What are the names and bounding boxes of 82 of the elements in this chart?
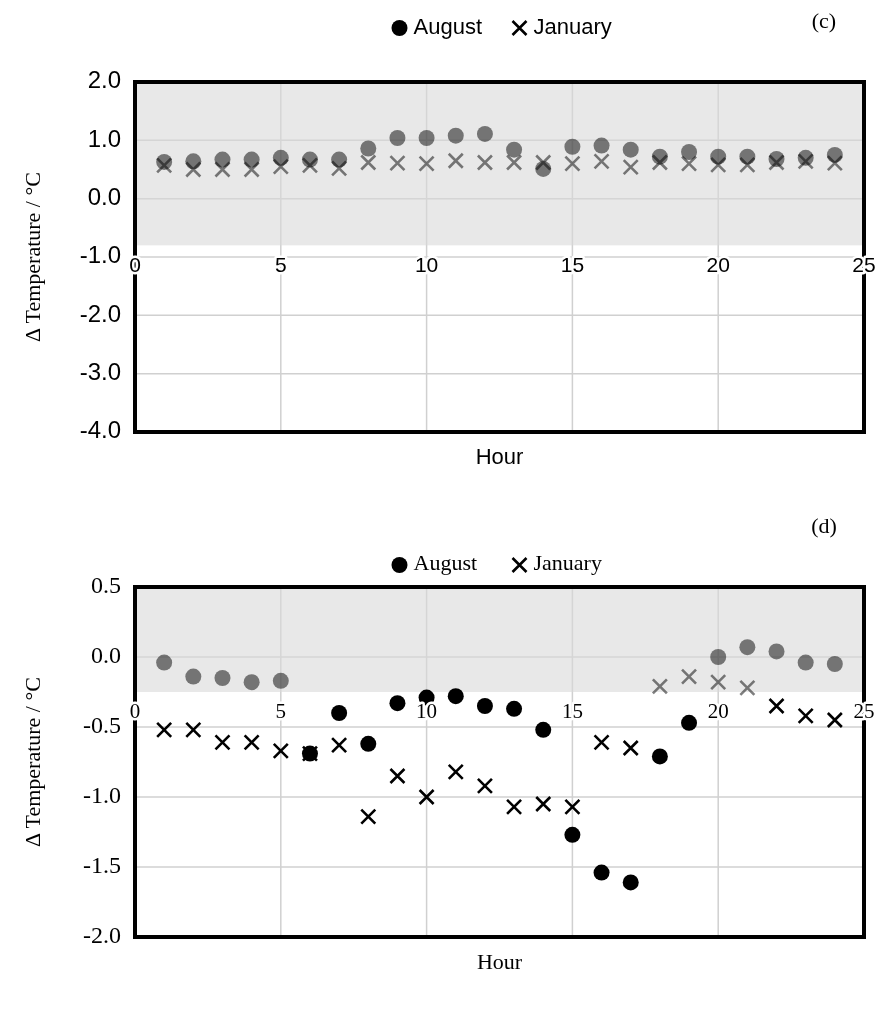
y-tick-label: -3.0 xyxy=(79,358,121,386)
y-tick-label: 0.0 xyxy=(87,183,121,211)
point xyxy=(505,798,523,816)
point xyxy=(797,654,814,671)
x-tick-label: 15 xyxy=(560,252,585,276)
point xyxy=(447,688,464,705)
point xyxy=(826,656,843,672)
y-tick-label: -1.0 xyxy=(79,241,121,269)
point xyxy=(593,137,610,154)
x-tick-label: 15 xyxy=(561,698,583,723)
point xyxy=(214,734,231,751)
point xyxy=(272,742,290,760)
y-tick-label: -1.0 xyxy=(83,781,121,808)
point xyxy=(622,874,639,891)
y-tick-label: 1.0 xyxy=(87,124,121,152)
point xyxy=(243,674,260,691)
point xyxy=(681,714,698,731)
chart-title: (c) xyxy=(811,8,837,33)
point xyxy=(681,144,698,160)
point xyxy=(710,649,727,665)
x-tick-label: 20 xyxy=(707,698,729,723)
point xyxy=(359,808,377,825)
x-tick-label: 5 xyxy=(274,252,287,276)
point xyxy=(593,864,610,881)
point xyxy=(272,672,289,689)
point xyxy=(622,739,640,757)
point xyxy=(389,767,406,785)
x-tick-label: 5 xyxy=(275,698,287,723)
y-tick-label: 0.5 xyxy=(91,571,121,598)
point xyxy=(593,734,610,751)
y-tick-label: -1.5 xyxy=(83,851,121,878)
point xyxy=(330,736,348,754)
point xyxy=(185,721,202,739)
x-axis-title: Hour xyxy=(476,949,523,974)
y-axis-title: Δ Temperature / °C xyxy=(20,172,45,342)
point xyxy=(214,670,231,686)
point xyxy=(535,721,552,738)
legend-label: August xyxy=(413,550,478,576)
x-tick-label: 20 xyxy=(706,252,730,276)
point xyxy=(797,707,814,725)
point xyxy=(360,140,377,157)
point xyxy=(564,138,581,155)
point xyxy=(476,698,493,714)
point xyxy=(155,721,173,739)
y-tick-label: -2.0 xyxy=(83,921,121,948)
point xyxy=(185,668,202,685)
point xyxy=(418,130,435,146)
point xyxy=(651,748,668,765)
point xyxy=(447,763,465,781)
point xyxy=(564,826,581,843)
point xyxy=(476,125,493,142)
point xyxy=(564,798,581,816)
legend-label: January xyxy=(533,550,602,576)
legend-label: January xyxy=(533,13,612,39)
y-tick-label: 0.0 xyxy=(91,641,121,668)
x-axis-title: Hour xyxy=(475,444,524,469)
y-tick-label: -0.5 xyxy=(83,711,121,738)
y-axis-title: Δ Temperature / °C xyxy=(20,677,45,847)
x-tick-label: 10 xyxy=(414,252,439,276)
point xyxy=(768,697,785,715)
y-tick-label: -2.0 xyxy=(79,299,121,327)
point xyxy=(506,700,523,717)
point xyxy=(506,141,523,158)
legend-label: August xyxy=(413,13,482,39)
point xyxy=(418,788,435,806)
point xyxy=(534,795,552,813)
point xyxy=(826,711,844,729)
point xyxy=(768,643,785,660)
y-tick-label: 2.0 xyxy=(87,66,121,94)
point xyxy=(389,130,406,146)
point xyxy=(739,639,756,656)
chart-title: (d) xyxy=(811,513,837,538)
x-tick-label: 10 xyxy=(416,698,438,723)
point xyxy=(389,695,406,712)
point xyxy=(156,654,173,671)
point xyxy=(331,705,348,721)
point xyxy=(360,735,377,752)
y-tick-label: -4.0 xyxy=(79,416,121,444)
point xyxy=(622,141,639,158)
point xyxy=(447,127,464,144)
point xyxy=(476,777,494,795)
point xyxy=(243,734,260,751)
